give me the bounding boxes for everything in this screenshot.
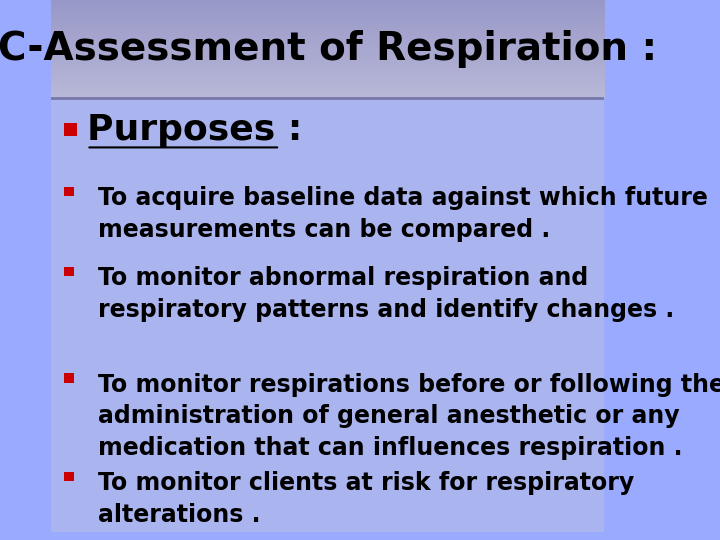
FancyBboxPatch shape: [64, 471, 74, 481]
Text: To monitor clients at risk for respiratory
alterations .: To monitor clients at risk for respirato…: [98, 471, 634, 526]
FancyBboxPatch shape: [64, 123, 76, 136]
FancyBboxPatch shape: [64, 187, 74, 197]
FancyBboxPatch shape: [64, 267, 74, 276]
FancyBboxPatch shape: [64, 373, 74, 383]
Text: To monitor respirations before or following the
administration of general anesth: To monitor respirations before or follow…: [98, 373, 720, 460]
Text: To monitor abnormal respiration and
respiratory patterns and identify changes .: To monitor abnormal respiration and resp…: [98, 266, 674, 322]
Text: Purposes :: Purposes :: [86, 113, 302, 147]
Text: C-Assessment of Respiration :: C-Assessment of Respiration :: [0, 30, 657, 68]
Text: To acquire baseline data against which future
measurements can be compared .: To acquire baseline data against which f…: [98, 186, 708, 242]
FancyBboxPatch shape: [50, 98, 603, 532]
